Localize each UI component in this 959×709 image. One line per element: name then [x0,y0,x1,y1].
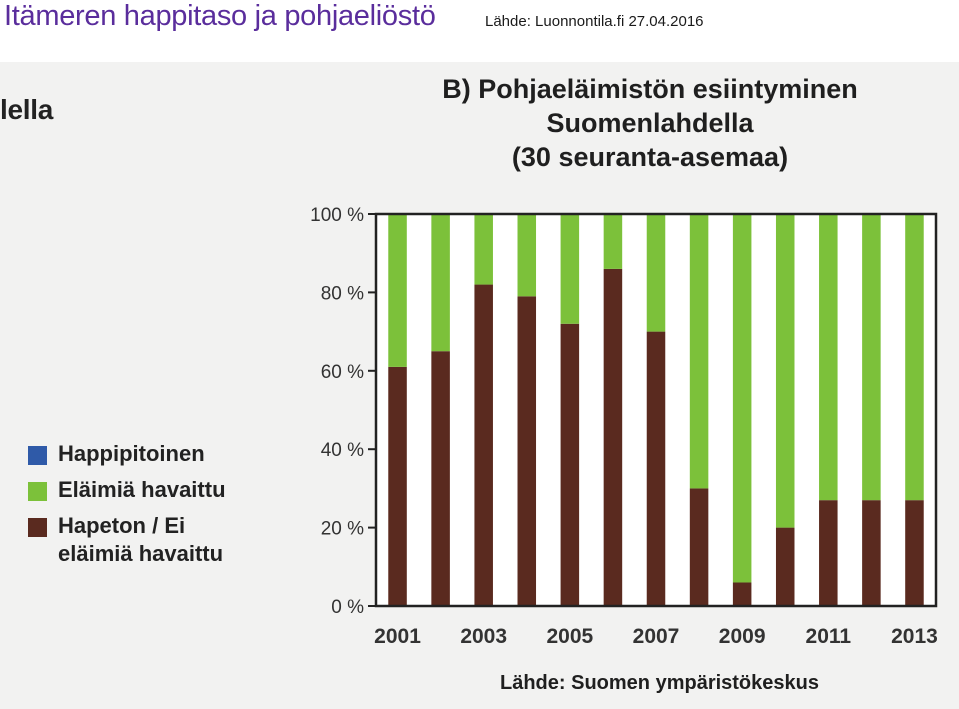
legend-item-happipitoinen: Happipitoinen [28,440,298,468]
chart-title: B) Pohjaeläimistön esiintyminen Suomenla… [370,72,930,174]
x-tick-label: 2003 [460,625,507,648]
legend-item-elaimia-havaittu: Eläimiä havaittu [28,476,298,504]
legend: Happipitoinen Eläimiä havaittu Hapeton /… [28,440,298,576]
chart-title-line-2: Suomenlahdella [546,108,754,138]
x-tick-label: 2013 [891,625,938,648]
x-tick-label: 2009 [719,625,766,648]
chart-credit: Lähde: Suomen ympäristökeskus [500,672,819,694]
bar-2007-series-0 [646,331,666,606]
bar-2011-series-1 [819,214,838,501]
legend-item-hapeton: Hapeton / Ei eläimiä havaittu [28,512,298,568]
bar-2001-series-0 [388,366,407,606]
chart-title-line-3: (30 seuranta-asemaa) [511,142,789,172]
legend-swatch-brown [28,518,47,537]
legend-swatch-green [28,482,47,501]
bar-2012-series-1 [862,214,881,501]
bar-2003-series-0 [474,284,493,606]
bar-2006-series-0 [603,268,623,606]
y-tick-label: 40 % [321,440,364,461]
chart-title-line-1: B) Pohjaeläimistön esiintyminen [442,74,858,104]
bar-2004-series-0 [517,296,537,606]
bar-2009-series-1 [732,214,752,583]
bar-2010-series-0 [775,527,795,606]
bar-2002-series-0 [431,351,450,606]
scanned-figure: 0 % 20 % 40 % 60 % 80 % 100 % 2001 2003 2005 2007… [0,62,959,709]
bar-2013-series-0 [905,500,924,606]
legend-label: Hapeton / Ei [58,513,186,538]
x-tick-label: 2005 [546,625,593,648]
legend-label: Happipitoinen [58,441,205,466]
bar-2013-series-1 [905,214,924,501]
bar-2003-series-1 [474,214,493,285]
bar-2009-series-0 [732,582,752,606]
bar-2007-series-1 [646,214,666,332]
bar-2005-series-0 [560,323,580,606]
plot-frame [374,212,938,608]
bar-2005-series-1 [560,214,580,324]
bar-2011-series-0 [819,500,838,606]
y-tick-label: 0 % [331,597,364,618]
stacked-bar-chart: 0 % 20 % 40 % 60 % 80 % 100 % 2001 2003 2005 2007… [310,205,938,648]
x-tick-label: 2001 [374,625,421,648]
bar-2010-series-1 [775,214,795,528]
bar-2004-series-1 [517,214,537,297]
bar-2001-series-1 [388,214,407,367]
page-header: Itämeren happitaso ja pohjaeliöstö Lähde… [4,0,954,40]
legend-label: Eläimiä havaittu [58,477,226,502]
bar-2008-series-0 [689,488,709,606]
x-tick-label: 2011 [806,625,852,648]
y-tick-label: 20 % [321,519,364,540]
legend-swatch-blue [28,446,47,465]
bar-2012-series-0 [862,500,881,606]
cropped-heading-fragment: lella [0,94,53,125]
x-tick-label: 2007 [633,625,680,648]
page-title: Itämeren happitaso ja pohjaeliöstö [4,0,436,32]
legend-label-continued: eläimiä havaittu [58,541,224,566]
y-tick-label: 100 % [310,205,364,226]
bar-2006-series-1 [603,214,623,269]
bar-2002-series-1 [431,214,450,352]
source-note: Lähde: Luonnontila.fi 27.04.2016 [485,13,704,30]
y-tick-label: 80 % [321,283,364,304]
bar-2008-series-1 [689,214,709,489]
y-tick-label: 60 % [321,362,364,383]
